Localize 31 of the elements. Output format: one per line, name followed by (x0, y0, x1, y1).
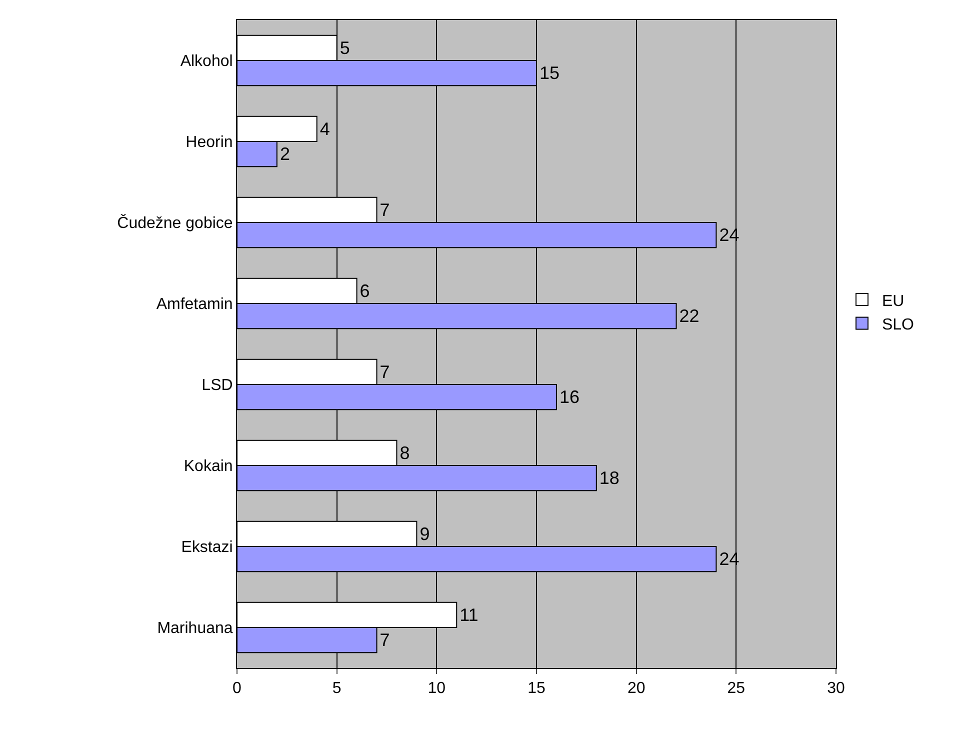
y-tick-label: Ekstazi (181, 539, 233, 556)
data-label: 2 (280, 144, 290, 164)
data-label: 16 (559, 387, 580, 408)
x-tick-label: 0 (232, 680, 242, 698)
data-label: 22 (679, 306, 700, 326)
data-label: 7 (380, 362, 390, 382)
data-label: 15 (540, 63, 560, 84)
data-label: 5 (340, 38, 350, 58)
legend-label: SLO (882, 316, 914, 334)
x-tick-label: 5 (332, 680, 342, 698)
y-tick-label: Marihuana (157, 620, 233, 638)
data-label: 7 (380, 630, 390, 650)
data-label: 6 (360, 280, 370, 301)
data-label: 11 (460, 604, 478, 625)
y-tick-label: Amfetamin (156, 296, 233, 314)
x-tick-label: 25 (727, 680, 746, 698)
x-tick-label: 30 (827, 680, 845, 698)
x-tick-label: 15 (528, 680, 546, 698)
y-tick-label: Heorin (186, 134, 233, 152)
data-label: 18 (599, 468, 620, 488)
data-label: 7 (380, 200, 390, 220)
data-label: 9 (420, 524, 430, 544)
data-label: 8 (400, 442, 410, 463)
y-tick-label: Čudežne gobice (117, 214, 233, 232)
x-tick-label: 20 (627, 680, 646, 698)
y-tick-label: Kokain (184, 458, 233, 476)
y-tick-label: LSD (202, 377, 233, 394)
legend-label: EU (882, 292, 904, 310)
x-tick-label: 10 (428, 680, 446, 698)
data-label: 4 (320, 118, 330, 139)
y-tick-label: Alkohol (180, 53, 233, 70)
